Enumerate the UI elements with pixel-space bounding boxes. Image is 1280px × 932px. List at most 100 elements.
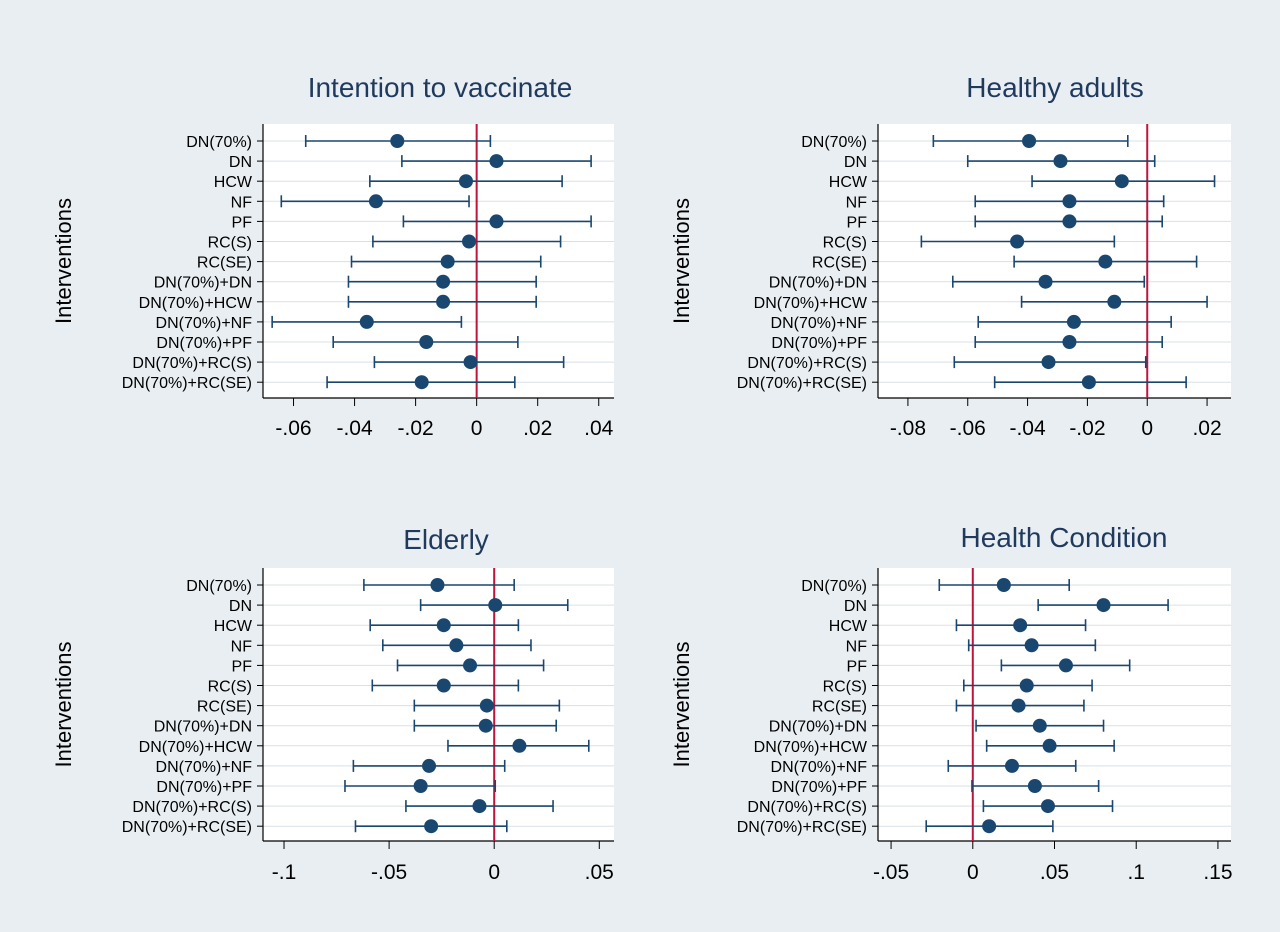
point-estimate (413, 779, 428, 793)
x-tick-label: .05 (585, 861, 614, 884)
panel-2: Healthy adults DN(70%) DN HCW NF PF RC(S) RC(SE… (669, 72, 1231, 440)
point-estimate (1010, 234, 1025, 249)
category-label: RC(SE) (197, 699, 252, 716)
point-estimate (463, 658, 478, 673)
category-label: DN(70%)+RC(SE) (122, 819, 252, 836)
point-estimate (1098, 254, 1113, 269)
category-label: RC(S) (823, 235, 867, 252)
point-estimate (1066, 314, 1081, 329)
point-estimate (436, 274, 451, 289)
point-estimate (489, 154, 504, 169)
category-label: DN(70%)+RC(SE) (122, 375, 252, 392)
category-label: HCW (214, 618, 253, 635)
category-label: DN(70%)+DN (769, 275, 867, 292)
point-estimate (359, 314, 374, 329)
category-label: RC(S) (823, 679, 867, 696)
category-label: PF (232, 658, 253, 675)
panel-title: Healthy adults (966, 72, 1143, 103)
point-estimate (462, 234, 477, 249)
x-tick-label: -.06 (950, 417, 986, 440)
category-label: DN(70%)+PF (771, 335, 867, 352)
point-estimate (1053, 154, 1068, 169)
category-label: HCW (214, 174, 253, 191)
x-tick-label: -.04 (336, 417, 373, 440)
x-tick-label: -.02 (398, 417, 434, 440)
point-estimate (478, 718, 493, 733)
x-tick-label: -.04 (1009, 417, 1046, 440)
category-label: RC(S) (208, 235, 252, 252)
x-tick-label: -.06 (275, 417, 311, 440)
x-tick-label: -.05 (371, 861, 407, 884)
point-estimate (463, 355, 478, 370)
category-label: RC(SE) (812, 699, 867, 716)
point-estimate (422, 758, 437, 773)
category-label: DN(70%)+NF (771, 759, 868, 776)
category-label: DN (844, 598, 867, 615)
plot-area (263, 568, 614, 841)
category-label: HCW (829, 174, 868, 191)
x-tick-label: .05 (1040, 861, 1069, 884)
category-label: NF (846, 194, 868, 211)
point-estimate (436, 618, 451, 633)
category-label: NF (231, 194, 253, 211)
point-estimate (440, 254, 455, 269)
x-tick-label: .1 (1127, 861, 1145, 884)
point-estimate (1041, 355, 1056, 370)
x-tick-label: -.08 (890, 417, 926, 440)
category-label: PF (847, 658, 868, 675)
category-label: DN(70%)+DN (154, 719, 252, 736)
point-estimate (1005, 758, 1020, 773)
category-label: DN(70%)+RC(S) (747, 799, 867, 816)
category-label: DN(70%)+RC(S) (132, 799, 252, 816)
y-axis-title: Interventions (669, 198, 694, 324)
category-label: DN(70%) (801, 578, 867, 595)
x-tick-label: -.05 (873, 861, 909, 884)
category-label: RC(S) (208, 679, 252, 696)
point-estimate (1019, 678, 1034, 693)
category-label: RC(SE) (812, 255, 867, 272)
point-estimate (368, 194, 383, 209)
x-tick-label: .04 (584, 417, 614, 440)
panel-title: Elderly (403, 524, 489, 555)
point-estimate (1013, 618, 1028, 633)
point-estimate (489, 214, 504, 229)
category-label: DN (844, 154, 867, 171)
point-estimate (1062, 214, 1077, 229)
category-label: DN(70%) (186, 134, 252, 151)
point-estimate (419, 335, 434, 349)
point-estimate (449, 638, 464, 653)
category-label: DN(70%)+DN (769, 719, 867, 736)
plot-area (878, 568, 1231, 841)
category-label: DN(70%)+RC(SE) (737, 375, 867, 392)
x-tick-label: 0 (488, 861, 500, 884)
category-label: DN(70%)+HCW (139, 295, 253, 312)
x-tick-label: 0 (967, 861, 979, 884)
point-estimate (996, 578, 1011, 592)
point-estimate (458, 174, 473, 189)
category-label: PF (232, 214, 253, 231)
point-estimate (982, 819, 997, 834)
panel-title: Intention to vaccinate (308, 72, 573, 103)
y-axis-title: Interventions (51, 198, 76, 324)
point-estimate (472, 799, 487, 814)
panel-title: Health Condition (960, 522, 1167, 553)
x-tick-label: .02 (523, 417, 552, 440)
y-axis-title: Interventions (669, 642, 694, 768)
point-estimate (1032, 718, 1047, 733)
category-label: DN(70%) (186, 578, 252, 595)
point-estimate (1081, 375, 1096, 390)
category-label: DN(70%)+RC(S) (132, 355, 252, 372)
category-label: DN (229, 598, 252, 615)
category-label: RC(SE) (197, 255, 252, 272)
point-estimate (488, 598, 503, 613)
x-tick-label: .02 (1192, 417, 1221, 440)
point-estimate (436, 678, 451, 693)
point-estimate (1027, 779, 1042, 793)
category-label: DN(70%)+HCW (139, 739, 253, 756)
point-estimate (512, 738, 527, 753)
x-tick-label: -.1 (272, 861, 297, 884)
point-estimate (1107, 294, 1122, 309)
category-label: NF (846, 638, 868, 655)
point-estimate (1062, 335, 1077, 349)
